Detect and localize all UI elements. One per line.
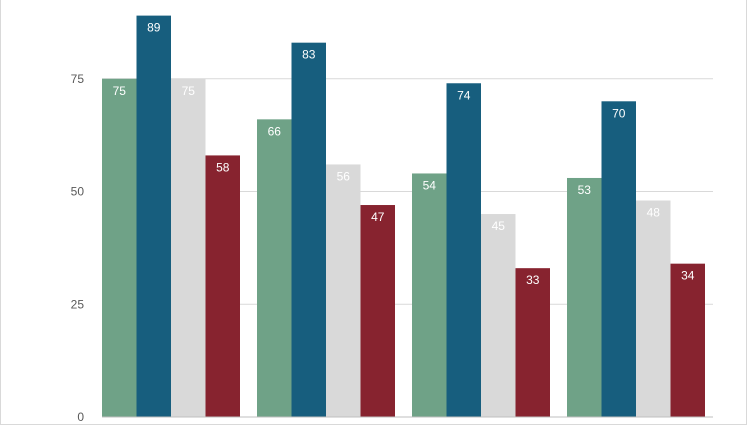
bar [136, 15, 171, 418]
bar [515, 268, 550, 417]
data-label: 54 [423, 178, 437, 192]
bar [205, 155, 240, 418]
data-label: 83 [302, 48, 316, 62]
y-tick-label: 0 [77, 410, 84, 424]
bar [446, 83, 481, 417]
bar [102, 78, 137, 417]
bar [171, 78, 206, 417]
data-label: 70 [612, 106, 626, 120]
bar [257, 119, 292, 417]
data-label: 33 [526, 273, 540, 287]
data-label: 45 [492, 219, 506, 233]
data-label: 53 [578, 183, 592, 197]
bar [636, 200, 671, 417]
data-label: 48 [647, 206, 661, 220]
data-label: 75 [113, 84, 127, 98]
data-label: 89 [147, 21, 161, 35]
y-tick-label: 50 [71, 185, 85, 199]
y-tick-label: 75 [71, 72, 85, 86]
bar [481, 214, 516, 417]
bar [567, 177, 602, 417]
data-label: 34 [681, 269, 695, 283]
data-label: 58 [216, 160, 230, 174]
data-label: 75 [182, 84, 196, 98]
bar [670, 263, 705, 417]
data-label: 47 [371, 210, 385, 224]
y-tick-label: 25 [71, 297, 85, 311]
bar [360, 205, 395, 417]
data-label: 66 [268, 124, 282, 138]
bar [291, 42, 326, 418]
bar [412, 173, 447, 417]
bar [326, 164, 361, 417]
data-label: 74 [457, 88, 471, 102]
data-label: 56 [337, 169, 351, 183]
bar [601, 101, 636, 418]
